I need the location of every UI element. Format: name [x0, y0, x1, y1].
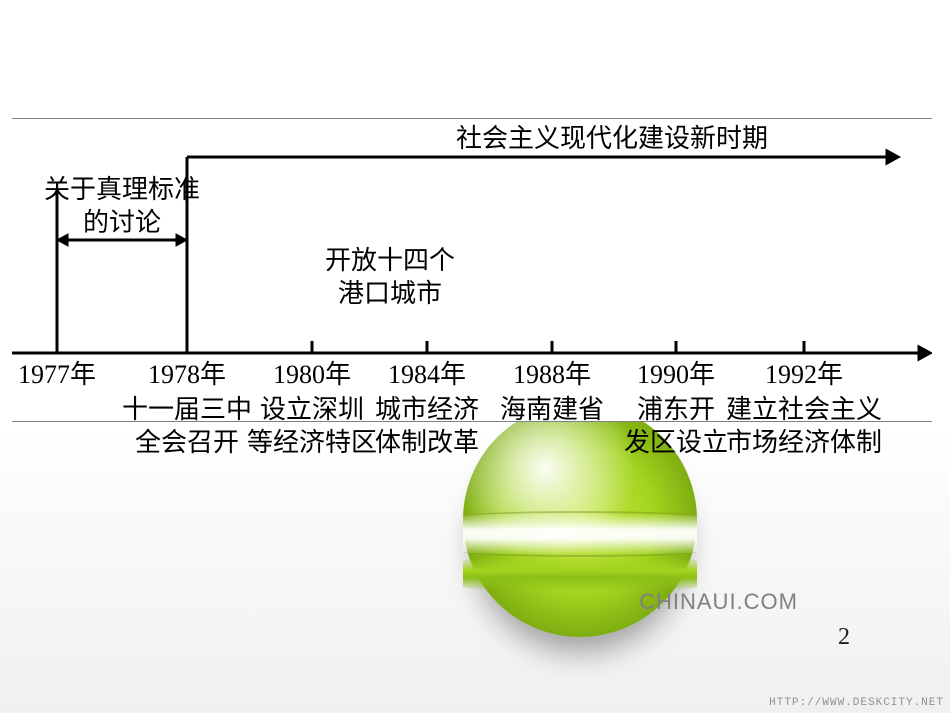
timeline-panel: 1977年1978年十一届三中 全会召开1980年设立深圳 等经济特区1984年…: [12, 118, 932, 422]
year-label: 1978年: [148, 359, 226, 392]
year-label: 1988年: [513, 359, 591, 392]
year-label: 1984年: [388, 359, 466, 392]
year-label: 1977年: [18, 359, 96, 392]
year-label: 1990年: [637, 359, 715, 392]
year-label: 1980年: [273, 359, 351, 392]
year-desc: 城市经济 体制改革: [375, 394, 479, 459]
note-label: 开放十四个 港口城市: [325, 245, 455, 310]
year-desc: 海南建省: [500, 394, 604, 427]
bracket-label: 关于真理标准 的讨论: [44, 174, 200, 239]
year-desc: 设立深圳 等经济特区: [247, 394, 377, 459]
year-label: 1992年: [765, 359, 843, 392]
brand-watermark: CHINAUI.COM: [639, 589, 798, 615]
year-desc: 浦东开 发区设立: [624, 394, 728, 459]
year-desc: 十一届三中 全会召开: [122, 394, 252, 459]
url-watermark: HTTP://WWW.DESKCITY.NET: [769, 697, 944, 709]
era-label: 社会主义现代化建设新时期: [456, 123, 768, 156]
page-number: 2: [838, 624, 850, 651]
year-desc: 建立社会主义 市场经济体制: [726, 394, 882, 459]
